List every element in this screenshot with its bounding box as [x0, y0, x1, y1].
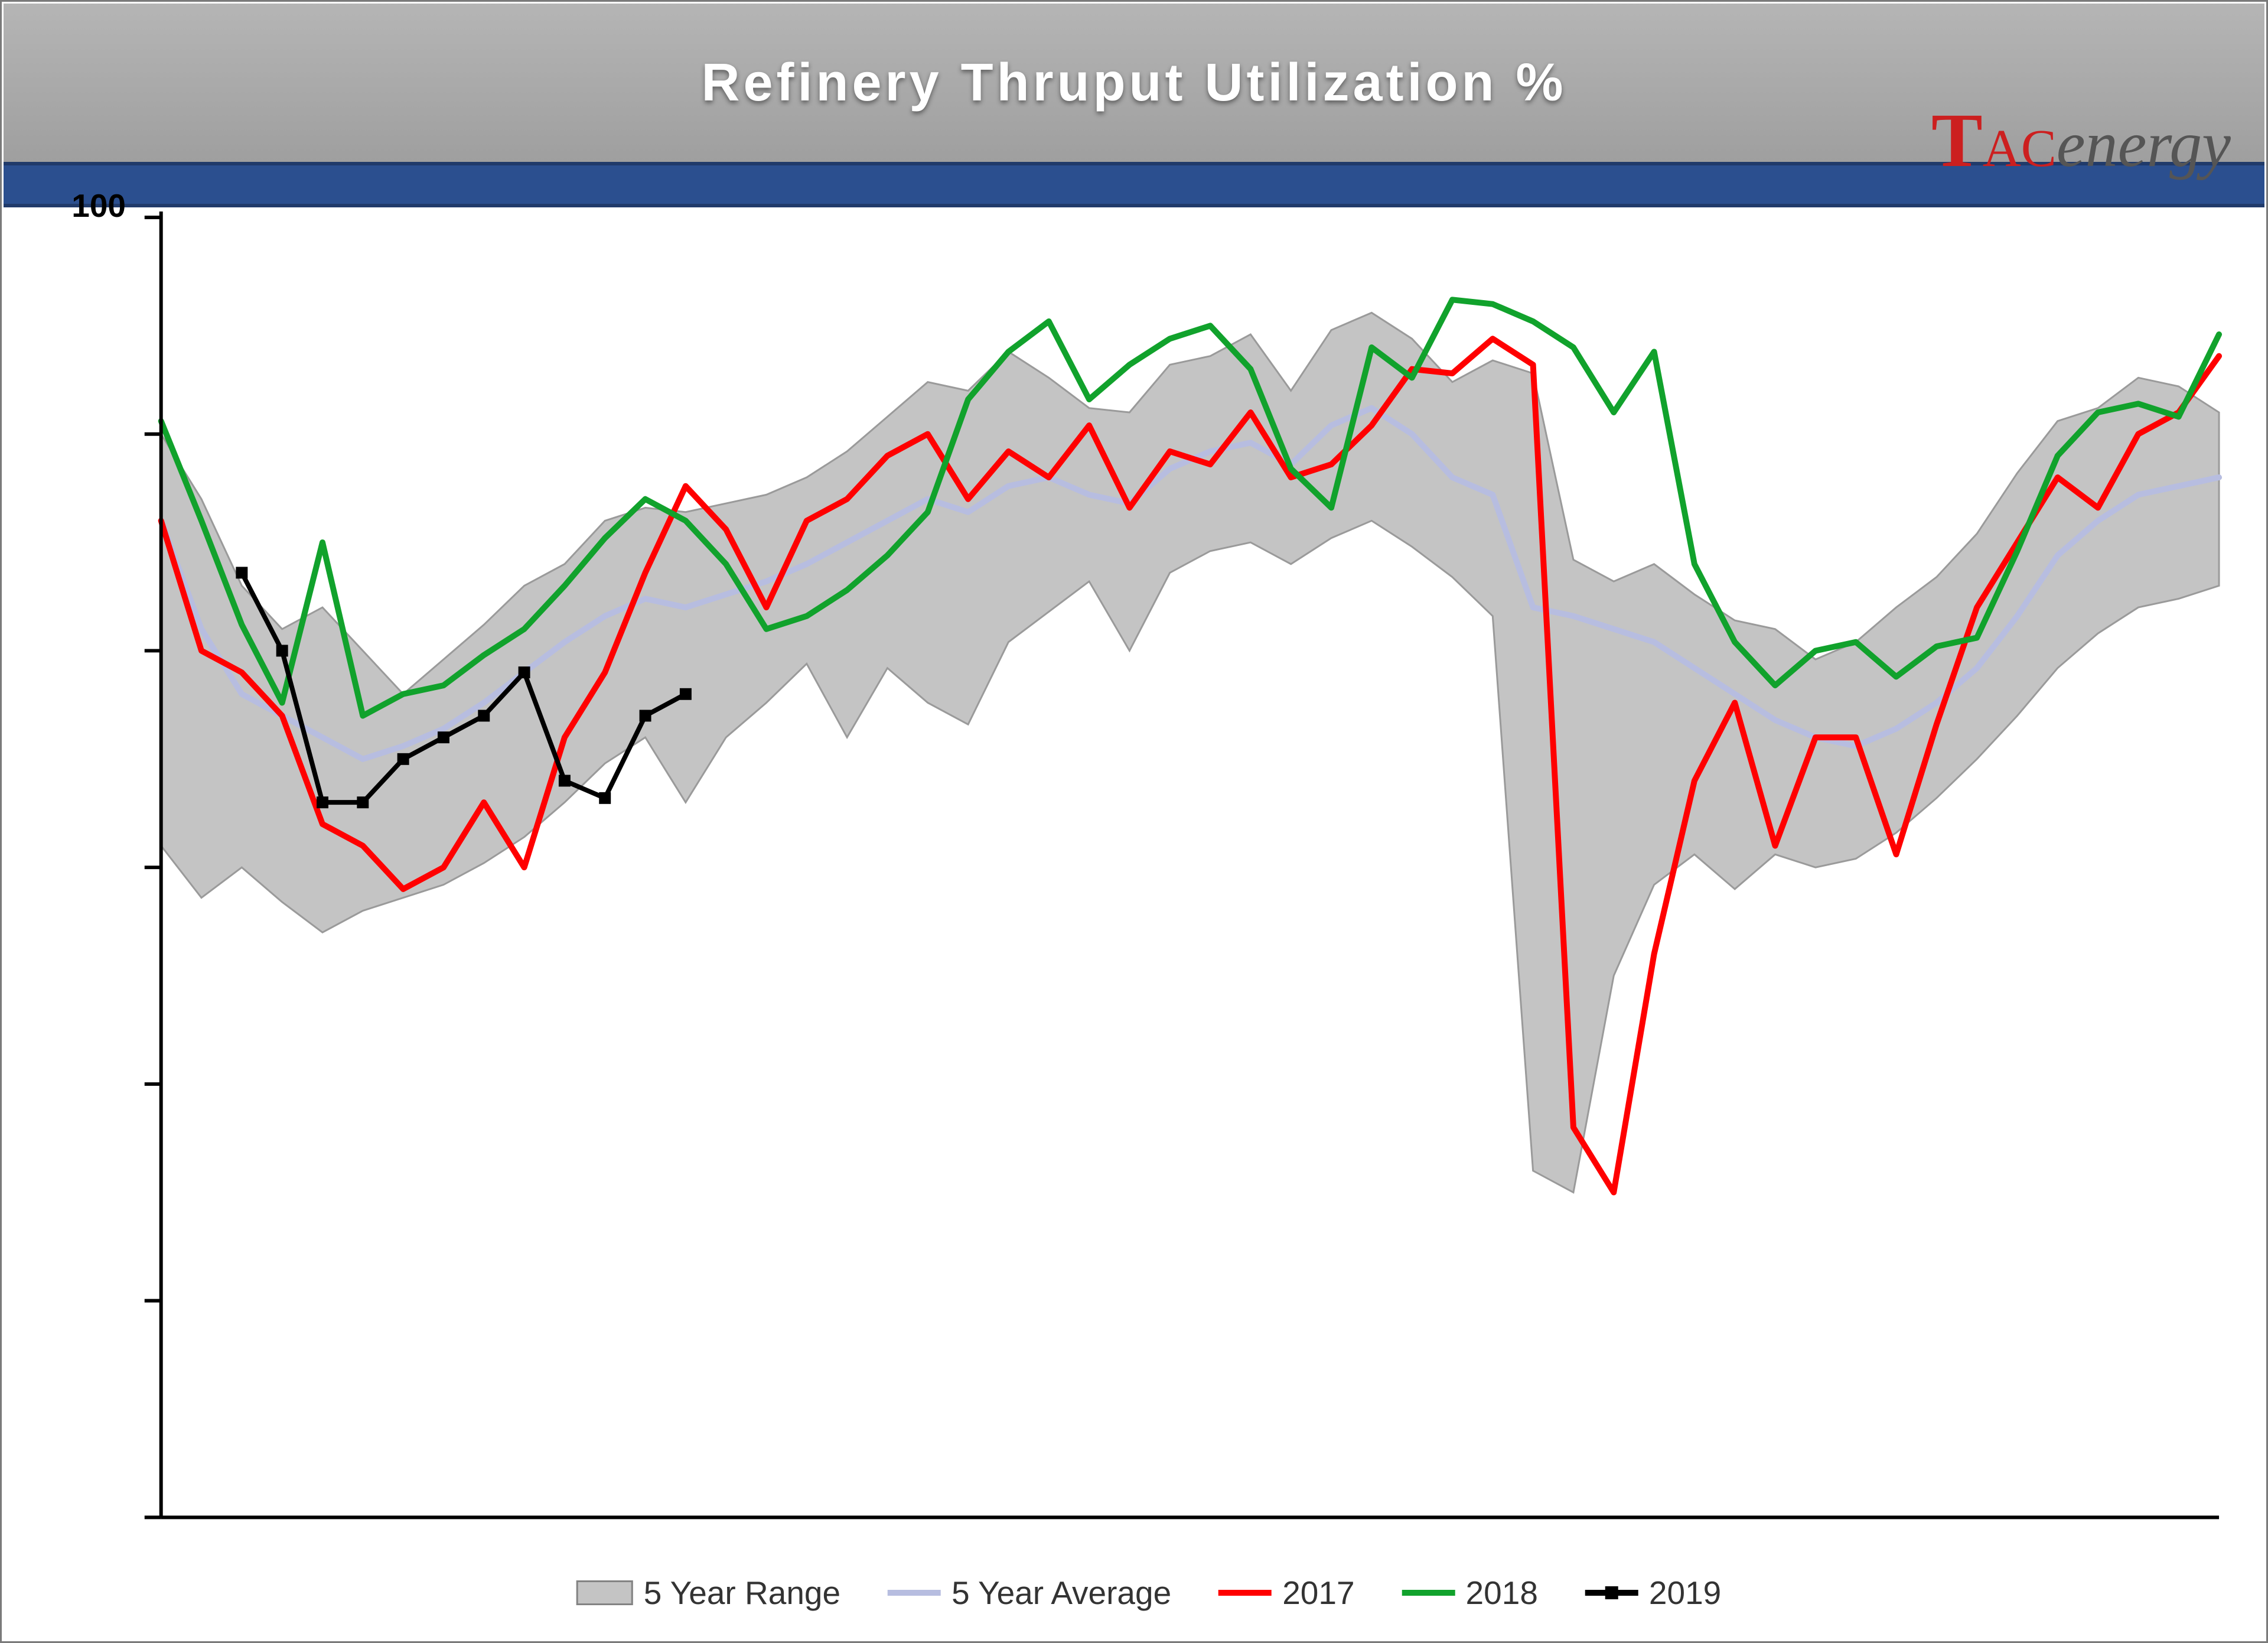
legend-label-avg: 5 Year Average — [951, 1574, 1171, 1612]
legend-swatch-2019 — [1585, 1590, 1638, 1596]
chart-area: 100 5 Year Range 5 Year Average 2017 20 — [55, 206, 2243, 1618]
logo-letter-t: T — [1931, 98, 1983, 183]
chart-frame: Refinery Thruput Utilization % TACenergy… — [0, 0, 2268, 1643]
chart-header: Refinery Thruput Utilization % — [4, 4, 2264, 162]
legend-item-avg: 5 Year Average — [888, 1574, 1171, 1612]
brand-logo: TACenergy — [1931, 96, 2231, 185]
legend-item-2018: 2018 — [1402, 1574, 1538, 1612]
logo-word-energy: energy — [2057, 108, 2231, 180]
logo-letters-ac: AC — [1983, 119, 2057, 178]
legend-label-2017: 2017 — [1282, 1574, 1354, 1612]
legend-swatch-2018 — [1402, 1590, 1455, 1596]
legend-item-2019: 2019 — [1585, 1574, 1721, 1612]
chart-legend: 5 Year Range 5 Year Average 2017 2018 20… — [576, 1574, 1722, 1612]
legend-swatch-2017 — [1218, 1590, 1272, 1596]
legend-item-2017: 2017 — [1218, 1574, 1354, 1612]
legend-swatch-range — [576, 1580, 633, 1605]
chart-title: Refinery Thruput Utilization % — [701, 53, 1566, 113]
legend-marker-2019 — [1605, 1586, 1618, 1599]
legend-item-range: 5 Year Range — [576, 1574, 840, 1612]
ytick-label-100: 100 — [43, 187, 126, 225]
legend-label-2018: 2018 — [1466, 1574, 1538, 1612]
legend-swatch-avg — [888, 1590, 941, 1596]
range-band — [161, 313, 2219, 1192]
legend-label-2019: 2019 — [1649, 1574, 1721, 1612]
legend-label-range: 5 Year Range — [644, 1574, 840, 1612]
chart-svg — [55, 206, 2243, 1618]
header-bluebar — [4, 162, 2264, 207]
